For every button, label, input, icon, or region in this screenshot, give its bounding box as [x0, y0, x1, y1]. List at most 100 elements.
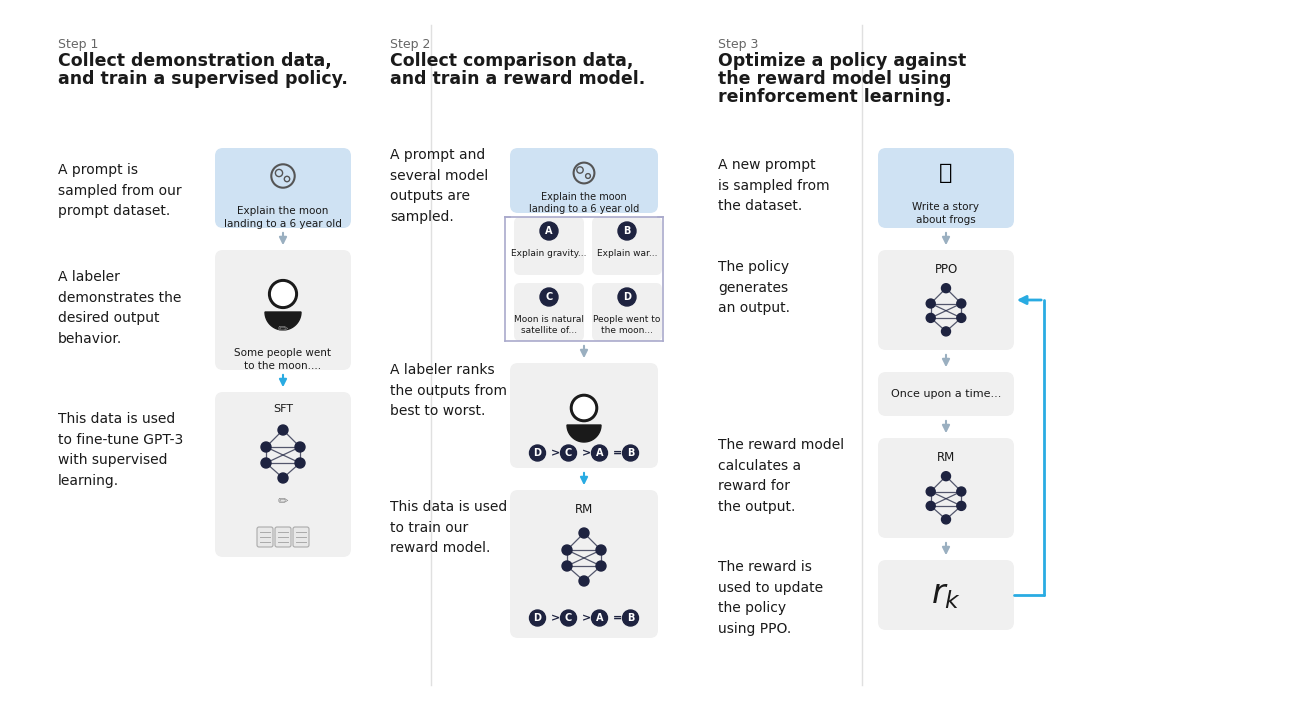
Text: D: D: [534, 613, 542, 623]
Circle shape: [579, 576, 590, 586]
Text: =: =: [613, 613, 622, 623]
Text: B: B: [627, 613, 634, 623]
FancyBboxPatch shape: [878, 148, 1014, 228]
Text: 🐸: 🐸: [939, 163, 953, 183]
FancyBboxPatch shape: [215, 148, 350, 228]
Circle shape: [591, 445, 608, 461]
FancyBboxPatch shape: [257, 527, 273, 547]
Circle shape: [618, 222, 636, 240]
Text: A prompt is
sampled from our
prompt dataset.: A prompt is sampled from our prompt data…: [58, 163, 181, 218]
Circle shape: [269, 279, 297, 308]
Text: People went to
the moon...: People went to the moon...: [593, 315, 661, 335]
FancyBboxPatch shape: [509, 148, 658, 213]
Circle shape: [562, 545, 572, 555]
Text: C: C: [565, 613, 572, 623]
Text: D: D: [623, 292, 631, 302]
Text: reinforcement learning.: reinforcement learning.: [718, 88, 952, 106]
Circle shape: [941, 327, 950, 336]
Circle shape: [540, 288, 559, 306]
Text: A labeler
demonstrates the
desired output
behavior.: A labeler demonstrates the desired outpu…: [58, 270, 181, 346]
FancyBboxPatch shape: [215, 250, 350, 370]
Text: Write a story
about frogs: Write a story about frogs: [913, 202, 980, 225]
Polygon shape: [265, 312, 301, 330]
Text: Explain gravity...: Explain gravity...: [511, 249, 587, 258]
Text: Explain the moon
landing to a 6 year old: Explain the moon landing to a 6 year old: [224, 206, 341, 230]
Circle shape: [530, 445, 546, 461]
Text: A prompt and
several model
outputs are
sampled.: A prompt and several model outputs are s…: [390, 148, 489, 224]
FancyBboxPatch shape: [509, 490, 658, 638]
Text: C: C: [546, 292, 552, 302]
Text: and train a reward model.: and train a reward model.: [390, 70, 645, 88]
FancyBboxPatch shape: [592, 283, 662, 341]
Text: $r_k$: $r_k$: [931, 579, 961, 611]
FancyBboxPatch shape: [878, 372, 1014, 416]
Text: Optimize a policy against: Optimize a policy against: [718, 52, 966, 70]
Circle shape: [941, 284, 950, 293]
FancyBboxPatch shape: [878, 560, 1014, 630]
Text: PPO: PPO: [935, 263, 958, 276]
Text: >: >: [551, 613, 560, 623]
FancyBboxPatch shape: [515, 283, 584, 341]
Text: RM: RM: [575, 503, 593, 516]
Text: SFT: SFT: [273, 404, 294, 414]
Text: =: =: [613, 448, 622, 458]
Circle shape: [530, 610, 546, 626]
Circle shape: [295, 442, 305, 452]
Circle shape: [926, 487, 935, 496]
Text: D: D: [534, 448, 542, 458]
FancyBboxPatch shape: [515, 217, 584, 275]
Circle shape: [926, 313, 935, 322]
Text: RM: RM: [937, 451, 956, 464]
Circle shape: [618, 288, 636, 306]
Circle shape: [591, 610, 608, 626]
FancyBboxPatch shape: [275, 527, 291, 547]
Circle shape: [295, 458, 305, 468]
Circle shape: [272, 282, 295, 306]
Text: ✏: ✏: [278, 496, 288, 508]
Circle shape: [540, 222, 559, 240]
Circle shape: [261, 458, 272, 468]
Circle shape: [622, 610, 639, 626]
FancyBboxPatch shape: [878, 250, 1014, 350]
Text: A: A: [596, 448, 604, 458]
Text: Step 2: Step 2: [390, 38, 431, 51]
Text: A: A: [546, 226, 552, 236]
Text: Collect demonstration data,: Collect demonstration data,: [58, 52, 332, 70]
Text: and train a supervised policy.: and train a supervised policy.: [58, 70, 348, 88]
Circle shape: [926, 501, 935, 510]
Circle shape: [596, 545, 606, 555]
Polygon shape: [568, 425, 601, 442]
Text: Some people went
to the moon....: Some people went to the moon....: [234, 348, 331, 371]
FancyBboxPatch shape: [215, 392, 350, 557]
Circle shape: [941, 515, 950, 524]
Text: Explain the moon
landing to a 6 year old: Explain the moon landing to a 6 year old: [529, 192, 639, 215]
Text: Once upon a time...: Once upon a time...: [891, 389, 1001, 399]
Circle shape: [957, 313, 966, 322]
Circle shape: [261, 442, 272, 452]
Circle shape: [278, 473, 288, 483]
FancyBboxPatch shape: [509, 363, 658, 468]
Circle shape: [596, 561, 606, 571]
Text: This data is used
to train our
reward model.: This data is used to train our reward mo…: [390, 500, 507, 555]
FancyBboxPatch shape: [878, 438, 1014, 538]
FancyBboxPatch shape: [592, 217, 662, 275]
Text: The reward is
used to update
the policy
using PPO.: The reward is used to update the policy …: [718, 560, 824, 636]
Text: A new prompt
is sampled from
the dataset.: A new prompt is sampled from the dataset…: [718, 158, 830, 213]
Text: The reward model
calculates a
reward for
the output.: The reward model calculates a reward for…: [718, 438, 844, 514]
Text: The policy
generates
an output.: The policy generates an output.: [718, 260, 790, 315]
Text: >: >: [582, 448, 591, 458]
Circle shape: [562, 561, 572, 571]
Text: ✏: ✏: [278, 324, 288, 337]
Circle shape: [573, 397, 595, 419]
Circle shape: [278, 425, 288, 435]
FancyBboxPatch shape: [294, 527, 309, 547]
Text: A: A: [596, 613, 604, 623]
Circle shape: [941, 472, 950, 481]
Text: the reward model using: the reward model using: [718, 70, 952, 88]
Circle shape: [957, 501, 966, 510]
Text: C: C: [565, 448, 572, 458]
Circle shape: [560, 610, 577, 626]
Text: Explain war...: Explain war...: [597, 249, 657, 258]
Circle shape: [957, 299, 966, 308]
Text: B: B: [623, 226, 631, 236]
